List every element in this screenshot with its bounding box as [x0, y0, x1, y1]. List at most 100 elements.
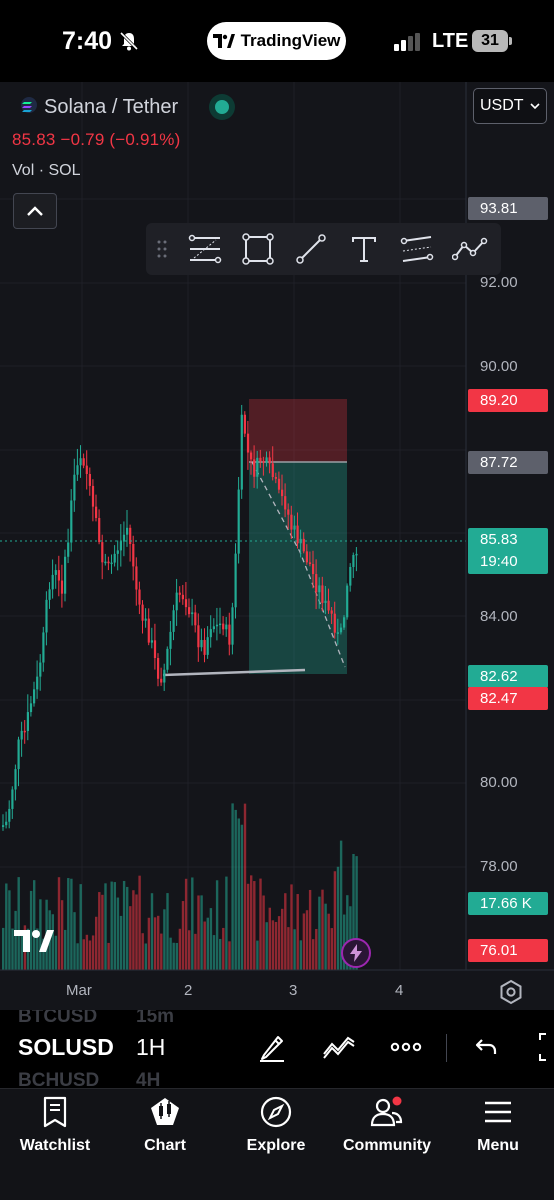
chevron-down-icon — [529, 103, 540, 110]
candle-body — [23, 730, 26, 733]
entry-price-tag: 87.72 — [468, 451, 548, 474]
candle-body — [107, 561, 110, 564]
fib-retracement-icon — [188, 234, 221, 264]
candle-body — [98, 518, 101, 543]
candle-body — [20, 730, 23, 740]
volume-bar — [8, 890, 11, 970]
symbol-selector[interactable]: SOLUSD — [18, 1034, 114, 1060]
nav-explore[interactable]: Explore — [221, 1095, 331, 1155]
interval-picker-next[interactable]: 4H — [136, 1070, 161, 1088]
candle-body — [290, 514, 293, 530]
candle-body — [346, 585, 349, 618]
volume-bar — [191, 877, 194, 970]
trend-line-tool[interactable] — [284, 223, 337, 275]
volume-bar — [29, 890, 33, 970]
flash-alert-button[interactable] — [341, 938, 371, 968]
interval-picker-prev[interactable]: 15m — [136, 1010, 175, 1027]
candle-body — [312, 563, 315, 575]
nav-label: Watchlist — [19, 1137, 91, 1154]
indicators-button[interactable] — [322, 1030, 356, 1064]
chart-settings-icon[interactable] — [498, 979, 524, 1005]
candle-body — [54, 570, 57, 575]
status-bar: 7:40 TradingView LTE 31 — [0, 0, 554, 82]
volume-bar — [132, 890, 135, 970]
volume-bar — [17, 877, 20, 970]
symbol-picker-next[interactable]: BCHUSD — [18, 1070, 100, 1088]
candle-body — [33, 689, 36, 704]
price-axis-label: 90.00 — [480, 358, 518, 375]
volume-bar — [126, 886, 129, 970]
volume-bar — [160, 933, 163, 970]
volume-bar — [172, 942, 175, 970]
volume-bar — [73, 912, 76, 970]
currency-select[interactable]: USDT — [473, 88, 547, 124]
lightning-icon — [350, 944, 362, 962]
volume-bars — [2, 803, 358, 970]
undo-icon — [475, 1039, 497, 1054]
candle-body — [95, 506, 98, 519]
candle-body — [42, 632, 45, 663]
nav-watchlist[interactable]: Watchlist — [0, 1095, 110, 1155]
candle-body — [327, 600, 330, 611]
volume-bar — [321, 889, 324, 970]
symbol-title[interactable]: Solana / Tether — [44, 96, 179, 118]
app-indicator-pill[interactable]: TradingView — [207, 22, 346, 60]
volume-bar — [262, 895, 265, 970]
candle-body — [253, 459, 256, 477]
candle-body — [184, 599, 188, 608]
interval-selector[interactable]: 1H — [136, 1034, 166, 1060]
volume-bar — [287, 927, 290, 970]
price-axis-label: 80.00 — [480, 774, 518, 791]
bottom-price-tag: 76.01 — [468, 939, 548, 962]
chart-area[interactable]: Solana / Tether 85.83 −0.79 (−0.91%) Vol… — [0, 82, 554, 1010]
volume-bar — [67, 878, 70, 970]
candle-body — [129, 527, 132, 545]
drag-handle-icon[interactable] — [146, 240, 178, 258]
parallel-channel-tool[interactable] — [390, 223, 443, 275]
undo-button[interactable] — [469, 1030, 503, 1064]
path-tool[interactable] — [443, 223, 496, 275]
volume-bar — [234, 809, 237, 970]
drawing-tools-button[interactable] — [255, 1030, 289, 1064]
volume-bar — [256, 940, 259, 970]
volume-bar — [169, 937, 172, 970]
compass-icon — [260, 1096, 292, 1128]
toolbar-divider — [446, 1034, 447, 1062]
time-axis-label: 4 — [395, 982, 404, 999]
volume-bar — [293, 929, 296, 970]
nav-label: Explore — [246, 1137, 306, 1154]
price-axis-label: 84.00 — [480, 608, 518, 625]
last-price-tag: 85.83 19:40 — [468, 528, 548, 574]
volume-bar — [305, 910, 309, 970]
volume-bar — [265, 922, 268, 970]
nav-chart[interactable]: Chart — [110, 1095, 220, 1155]
nav-menu[interactable]: Menu — [443, 1095, 553, 1155]
target-price-tag: 82.62 — [468, 665, 548, 688]
volume-indicator-label[interactable]: Vol · SOL — [12, 162, 81, 179]
candle-body — [228, 624, 231, 645]
candle-body — [163, 669, 166, 683]
volume-bar — [101, 894, 104, 970]
candle-body — [271, 463, 274, 478]
more-options-button[interactable] — [389, 1030, 423, 1064]
candle-body — [26, 712, 29, 732]
rectangle-tool[interactable] — [231, 223, 284, 275]
collapse-legend-button[interactable] — [13, 193, 57, 229]
candle-body — [203, 639, 206, 655]
candle-body — [277, 478, 281, 490]
fullscreen-button[interactable] — [530, 1030, 554, 1064]
nav-community[interactable]: Community — [332, 1095, 442, 1155]
stop-loss-zone — [249, 399, 347, 462]
text-tool[interactable] — [337, 223, 390, 275]
symbol-picker-prev[interactable]: BTCUSD — [18, 1010, 98, 1027]
trend-line-icon — [295, 234, 326, 264]
volume-bar — [302, 913, 306, 970]
volume-bar — [277, 916, 281, 970]
volume-bar — [352, 853, 355, 970]
solana-logo-icon — [21, 97, 37, 113]
battery-icon: 31 — [472, 30, 508, 52]
candle-body — [234, 553, 237, 608]
candle-body — [150, 640, 153, 643]
volume-bar — [60, 900, 64, 970]
fib-retracement-tool[interactable] — [178, 223, 231, 275]
